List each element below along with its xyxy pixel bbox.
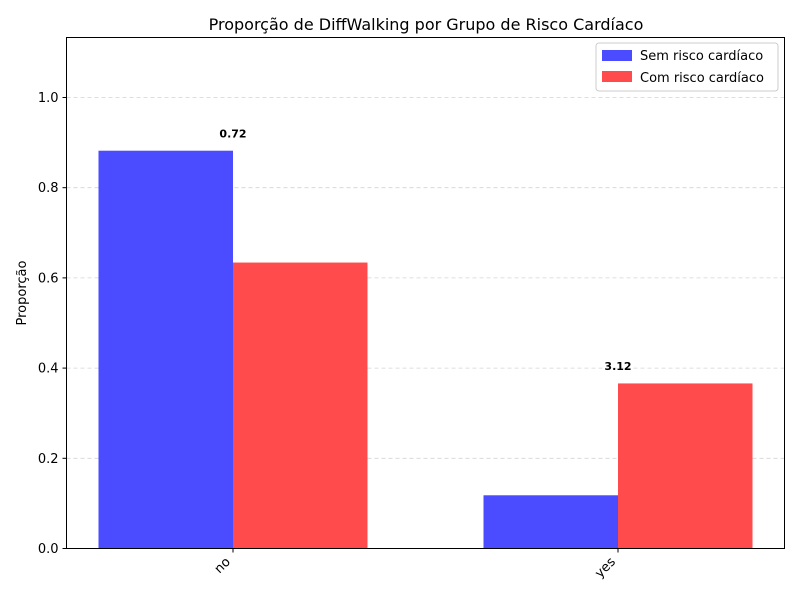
y-axis: 0.0 0.2 0.4 0.6 0.8 1.0: [38, 91, 67, 557]
bar-com-risco-cardiaco-no: [233, 263, 368, 549]
legend: Sem risco cardíaco Com risco cardíaco: [596, 43, 778, 91]
bar-sem-risco-cardiaco-yes: [484, 495, 619, 548]
x-tick-label-yes: yes: [592, 555, 619, 582]
y-tick-label: 0.4: [38, 362, 59, 377]
legend-label-com-risco: Com risco cardíaco: [640, 71, 764, 86]
legend-swatch-sem-risco: [602, 50, 632, 61]
y-tick-label: 0.6: [38, 271, 59, 286]
data-label-no: 0.72: [219, 128, 246, 141]
data-label-yes: 3.12: [604, 360, 631, 373]
y-tick-label: 0.0: [38, 542, 59, 557]
y-tick-label: 0.8: [38, 181, 59, 196]
chart-title: Proporção de DiffWalking por Grupo de Ri…: [209, 15, 644, 34]
bar-sem-risco-cardiaco-no: [99, 151, 234, 549]
bar-com-risco-cardiaco-yes: [618, 383, 753, 548]
x-axis: no yes: [212, 549, 619, 582]
x-tick-label-no: no: [212, 555, 234, 577]
legend-swatch-com-risco: [602, 71, 632, 82]
y-axis-label: Proporção: [15, 260, 30, 325]
bars-layer: [99, 151, 753, 549]
y-tick-label: 0.2: [38, 452, 59, 467]
y-tick-label: 1.0: [38, 91, 59, 106]
legend-label-sem-risco: Sem risco cardíaco: [640, 49, 763, 64]
